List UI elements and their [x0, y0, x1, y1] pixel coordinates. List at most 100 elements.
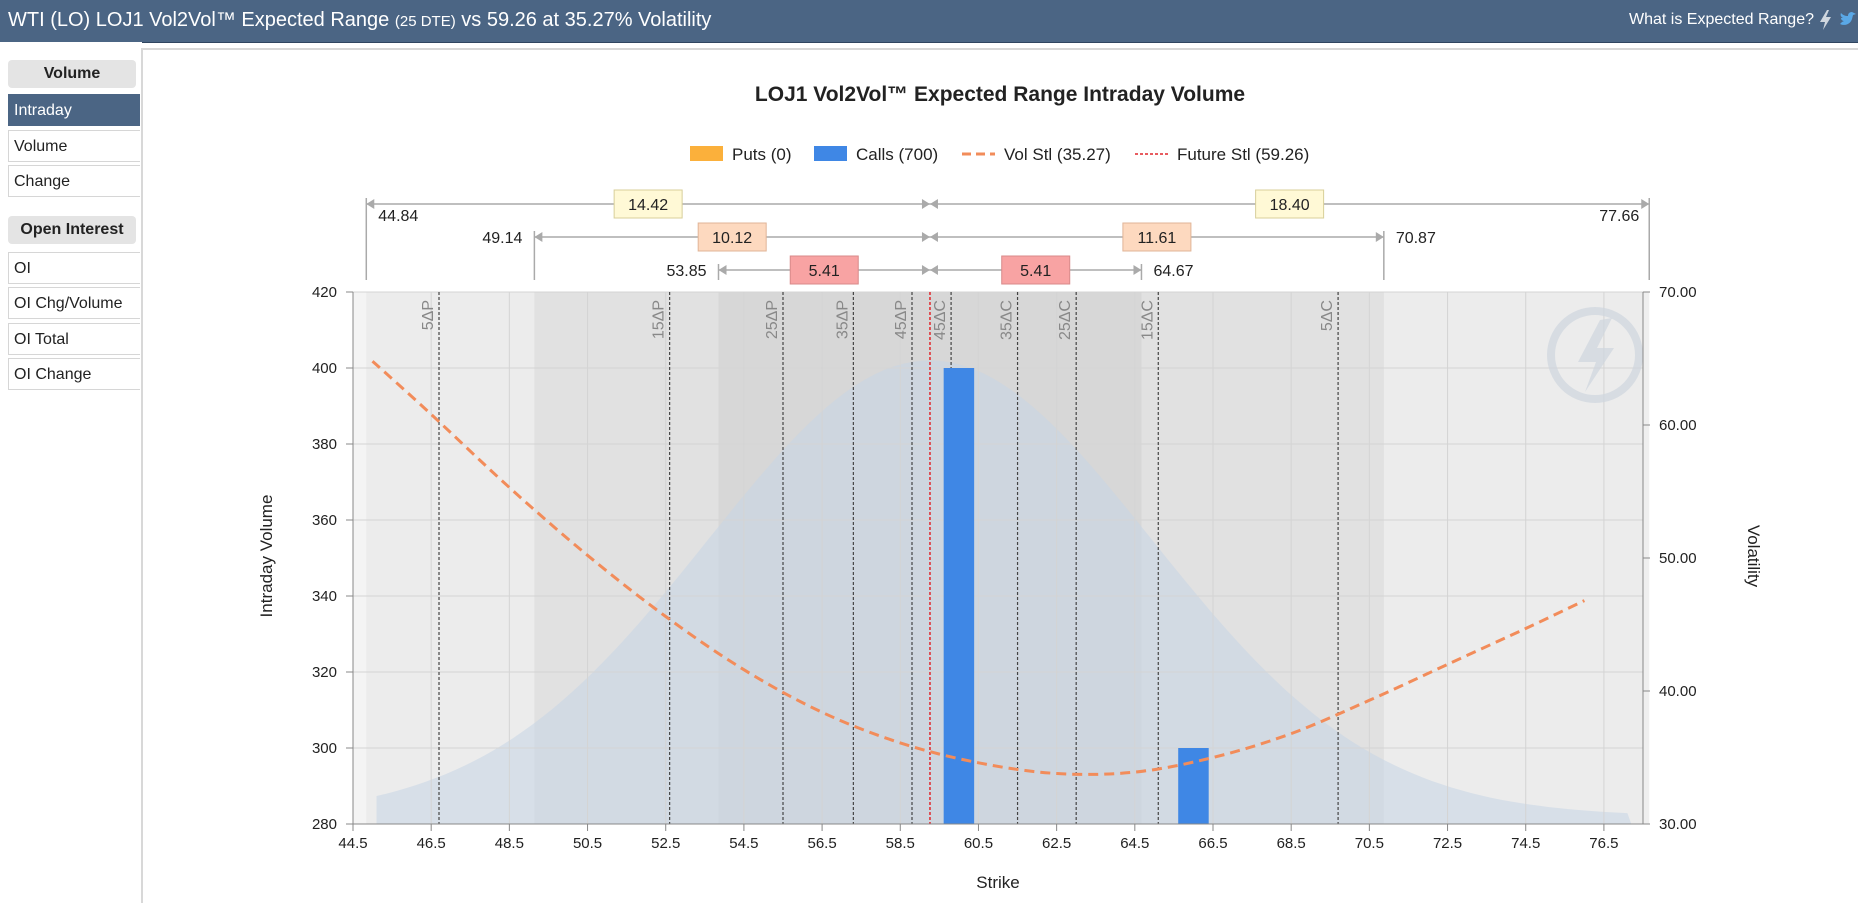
range-arrowhead: [1375, 232, 1384, 242]
y-tick-label: 300: [312, 740, 337, 757]
range-width-label: 5.41: [809, 263, 840, 280]
x-tick-label: 68.5: [1277, 835, 1306, 852]
sidebar-item-oi[interactable]: OI: [8, 252, 140, 284]
x-tick-label: 76.5: [1589, 835, 1618, 852]
x-tick-label: 52.5: [651, 835, 680, 852]
y2-tick-label: 60.00: [1659, 417, 1697, 434]
range-width-label: 10.12: [712, 230, 752, 247]
y2-tick-label: 70.00: [1659, 284, 1697, 301]
watermark-logo: [1547, 307, 1643, 403]
range-arrowhead: [921, 199, 930, 209]
y-axis-title: Intraday Volume: [257, 495, 276, 618]
range-low-label: 49.14: [482, 230, 522, 247]
range-width-box: [697, 222, 767, 252]
range-high-label: 77.66: [1599, 208, 1639, 225]
range-arrowhead: [921, 265, 930, 275]
x-tick-label: 72.5: [1433, 835, 1462, 852]
title-main: WTI (LO) LOJ1 Vol2Vol™ Expected Range: [8, 9, 390, 31]
x-tick-label: 56.5: [807, 835, 836, 852]
range-width-label: 11.61: [1137, 230, 1176, 247]
range-arrowhead: [718, 265, 727, 275]
title-tail: vs 59.26 at 35.27% Volatility: [461, 9, 712, 31]
range-high-label: 70.87: [1396, 230, 1436, 247]
delta-label: 45ΔC: [932, 300, 949, 340]
delta-label: 25ΔC: [1057, 300, 1074, 340]
x-tick-label: 46.5: [417, 835, 446, 852]
range-width-box: [1001, 255, 1071, 285]
title-dte: (25 DTE): [394, 13, 456, 30]
x-tick-label: 58.5: [886, 835, 915, 852]
delta-label: 15ΔP: [651, 300, 668, 339]
x-axis-title: Strike: [976, 873, 1019, 892]
x-tick-label: 60.5: [964, 835, 993, 852]
what-is-expected-range-link[interactable]: What is Expected Range?: [1629, 11, 1814, 28]
delta-label: 35ΔP: [834, 300, 851, 339]
range-width-box: [1122, 222, 1192, 252]
range-arrowhead: [1133, 265, 1142, 275]
sidebar: Volume Intraday Volume Change Open Inter…: [0, 42, 142, 901]
range-low-label: 44.84: [378, 208, 418, 225]
y-tick-label: 400: [312, 360, 337, 377]
volume-heading: Volume: [8, 60, 136, 88]
y-tick-label: 360: [312, 512, 337, 529]
x-tick-label: 62.5: [1042, 835, 1071, 852]
range-width-label: 5.41: [1020, 263, 1051, 280]
open-interest-heading: Open Interest: [8, 216, 136, 244]
legend-swatch: [814, 146, 847, 161]
y-tick-label: 340: [312, 588, 337, 605]
y2-tick-label: 30.00: [1659, 816, 1697, 833]
delta-label: 5ΔC: [1319, 300, 1336, 331]
x-tick-label: 74.5: [1511, 835, 1540, 852]
x-tick-label: 70.5: [1355, 835, 1384, 852]
page-title: WTI (LO) LOJ1 Vol2Vol™ Expected Range (2…: [8, 9, 711, 32]
range-width-label: 18.40: [1270, 197, 1310, 214]
range-arrowhead: [921, 232, 930, 242]
sidebar-item-change[interactable]: Change: [8, 165, 140, 197]
delta-label: 35ΔC: [999, 300, 1016, 340]
range-arrowhead: [534, 232, 543, 242]
range-arrowhead: [366, 199, 375, 209]
y-tick-label: 380: [312, 436, 337, 453]
watermark-bolt: [1578, 318, 1614, 392]
vol-settle-line: [371, 360, 1586, 776]
range-arrowhead: [929, 199, 938, 209]
sidebar-item-volume[interactable]: Volume: [8, 130, 140, 162]
range-width-box: [1255, 189, 1325, 219]
range-width-label: 14.42: [628, 197, 668, 214]
legend-swatch: [690, 146, 723, 161]
range-arrowhead: [929, 265, 938, 275]
y2-tick-label: 50.00: [1659, 550, 1697, 567]
range-arrowhead: [929, 232, 938, 242]
chart-title: LOJ1 Vol2Vol™ Expected Range Intraday Vo…: [755, 83, 1245, 106]
calls-bar: [943, 368, 975, 824]
y-tick-label: 280: [312, 816, 337, 833]
range-high-label: 64.67: [1153, 263, 1193, 280]
y-tick-label: 320: [312, 664, 337, 681]
x-tick-label: 48.5: [495, 835, 524, 852]
sidebar-item-oi-total[interactable]: OI Total: [8, 323, 140, 355]
range-width-box: [613, 189, 683, 219]
y2-tick-label: 40.00: [1659, 683, 1697, 700]
twitter-icon[interactable]: [1838, 9, 1858, 31]
probability-bell-curve: [376, 360, 1632, 824]
x-tick-label: 64.5: [1120, 835, 1149, 852]
header-bar: WTI (LO) LOJ1 Vol2Vol™ Expected Range (2…: [0, 0, 1858, 43]
sidebar-item-intraday[interactable]: Intraday: [8, 94, 140, 126]
delta-label: 25ΔP: [764, 300, 781, 339]
range-low-label: 53.85: [666, 263, 706, 280]
x-tick-label: 50.5: [573, 835, 602, 852]
x-tick-label: 66.5: [1198, 835, 1227, 852]
range-width-box: [789, 255, 859, 285]
y2-axis-title: Volatility: [1744, 525, 1763, 588]
x-tick-label: 54.5: [729, 835, 758, 852]
lightning-icon[interactable]: [1816, 9, 1836, 31]
y-tick-label: 420: [312, 284, 337, 301]
delta-label: 5ΔP: [420, 300, 437, 330]
sidebar-item-oi-change[interactable]: OI Change: [8, 358, 140, 390]
sidebar-item-oi-chg-volume[interactable]: OI Chg/Volume: [8, 287, 140, 319]
range-arrowhead: [1641, 199, 1650, 209]
legend-label: Vol Stl (35.27): [1004, 145, 1111, 164]
delta-label: 15ΔC: [1139, 300, 1156, 340]
x-tick-label: 44.5: [338, 835, 367, 852]
